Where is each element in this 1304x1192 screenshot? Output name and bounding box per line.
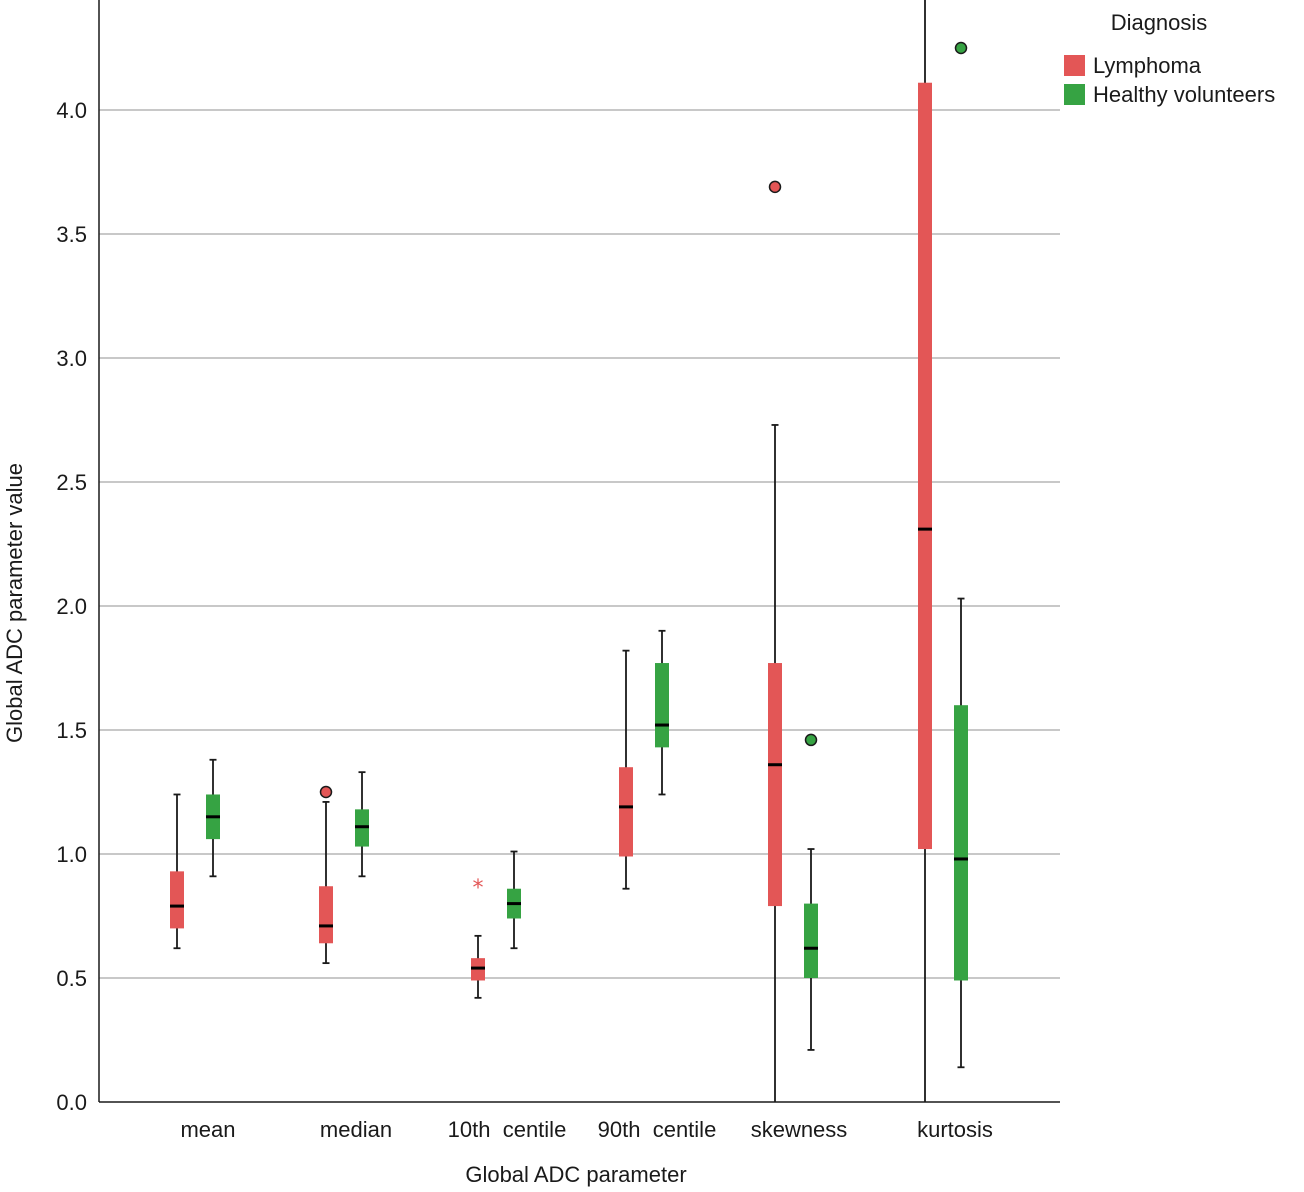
legend-label-lymphoma: Lymphoma — [1093, 53, 1202, 78]
y-axis-title: Global ADC parameter value — [2, 463, 27, 743]
y-tick-label: 3.0 — [56, 346, 87, 371]
y-tick-label: 1.0 — [56, 842, 87, 867]
iqr-box — [319, 886, 333, 944]
box-healthy-volunteers-5 — [954, 41, 968, 1069]
outlier-point — [319, 785, 333, 799]
y-axis-ticks: 0.0 0.5 1.0 1.5 2.0 2.5 3.0 3.5 4.0 — [56, 98, 87, 1115]
legend-title: Diagnosis — [1111, 10, 1208, 35]
outlier-point — [804, 733, 818, 747]
legend-label-healthy-volunteers: Healthy volunteers — [1093, 82, 1275, 107]
extreme-point: * — [473, 876, 484, 901]
box-healthy-volunteers-3 — [655, 629, 669, 796]
x-tick-label: 90th centile — [598, 1117, 717, 1142]
gridlines — [99, 109, 1060, 979]
box-healthy-volunteers-0 — [206, 758, 220, 878]
legend-swatch-healthy-volunteers — [1064, 84, 1085, 105]
box-lymphoma-0 — [170, 793, 184, 950]
box-healthy-volunteers-2 — [507, 850, 521, 950]
box-lymphoma-4 — [768, 180, 782, 1102]
box-lymphoma-1 — [319, 785, 333, 965]
x-tick-label: skewness — [751, 1117, 848, 1142]
x-tick-label: median — [320, 1117, 392, 1142]
y-tick-label: 2.5 — [56, 470, 87, 495]
iqr-box — [619, 767, 633, 857]
x-tick-label: mean — [180, 1117, 235, 1142]
x-axis-category-labels: mean median 10th centile 90th centile skewne… — [180, 1117, 992, 1142]
iqr-box — [768, 663, 782, 907]
box-healthy-volunteers-4 — [804, 733, 818, 1051]
y-tick-label: 4.0 — [56, 98, 87, 123]
box-lymphoma-5 — [918, 0, 932, 1102]
box-lymphoma-3 — [619, 649, 633, 890]
legend-swatch-lymphoma — [1064, 55, 1085, 76]
y-tick-label: 3.5 — [56, 222, 87, 247]
iqr-box — [918, 82, 932, 850]
legend: Diagnosis Lymphoma Healthy volunteers — [1064, 10, 1275, 107]
plot-area: * — [170, 0, 968, 1102]
x-tick-label: 10th centile — [448, 1117, 567, 1142]
iqr-box — [804, 903, 818, 978]
x-tick-label: kurtosis — [917, 1117, 993, 1142]
x-axis-title: Global ADC parameter — [465, 1162, 686, 1187]
iqr-box — [170, 871, 184, 929]
box-healthy-volunteers-1 — [355, 771, 369, 878]
y-tick-label: 0.5 — [56, 966, 87, 991]
y-tick-label: 2.0 — [56, 594, 87, 619]
y-tick-label: 1.5 — [56, 718, 87, 743]
box-lymphoma-2: * — [471, 876, 485, 999]
outlier-point — [954, 41, 968, 55]
outlier-point — [768, 180, 782, 194]
iqr-box — [655, 663, 669, 748]
iqr-box — [954, 705, 968, 981]
y-tick-label: 0.0 — [56, 1090, 87, 1115]
